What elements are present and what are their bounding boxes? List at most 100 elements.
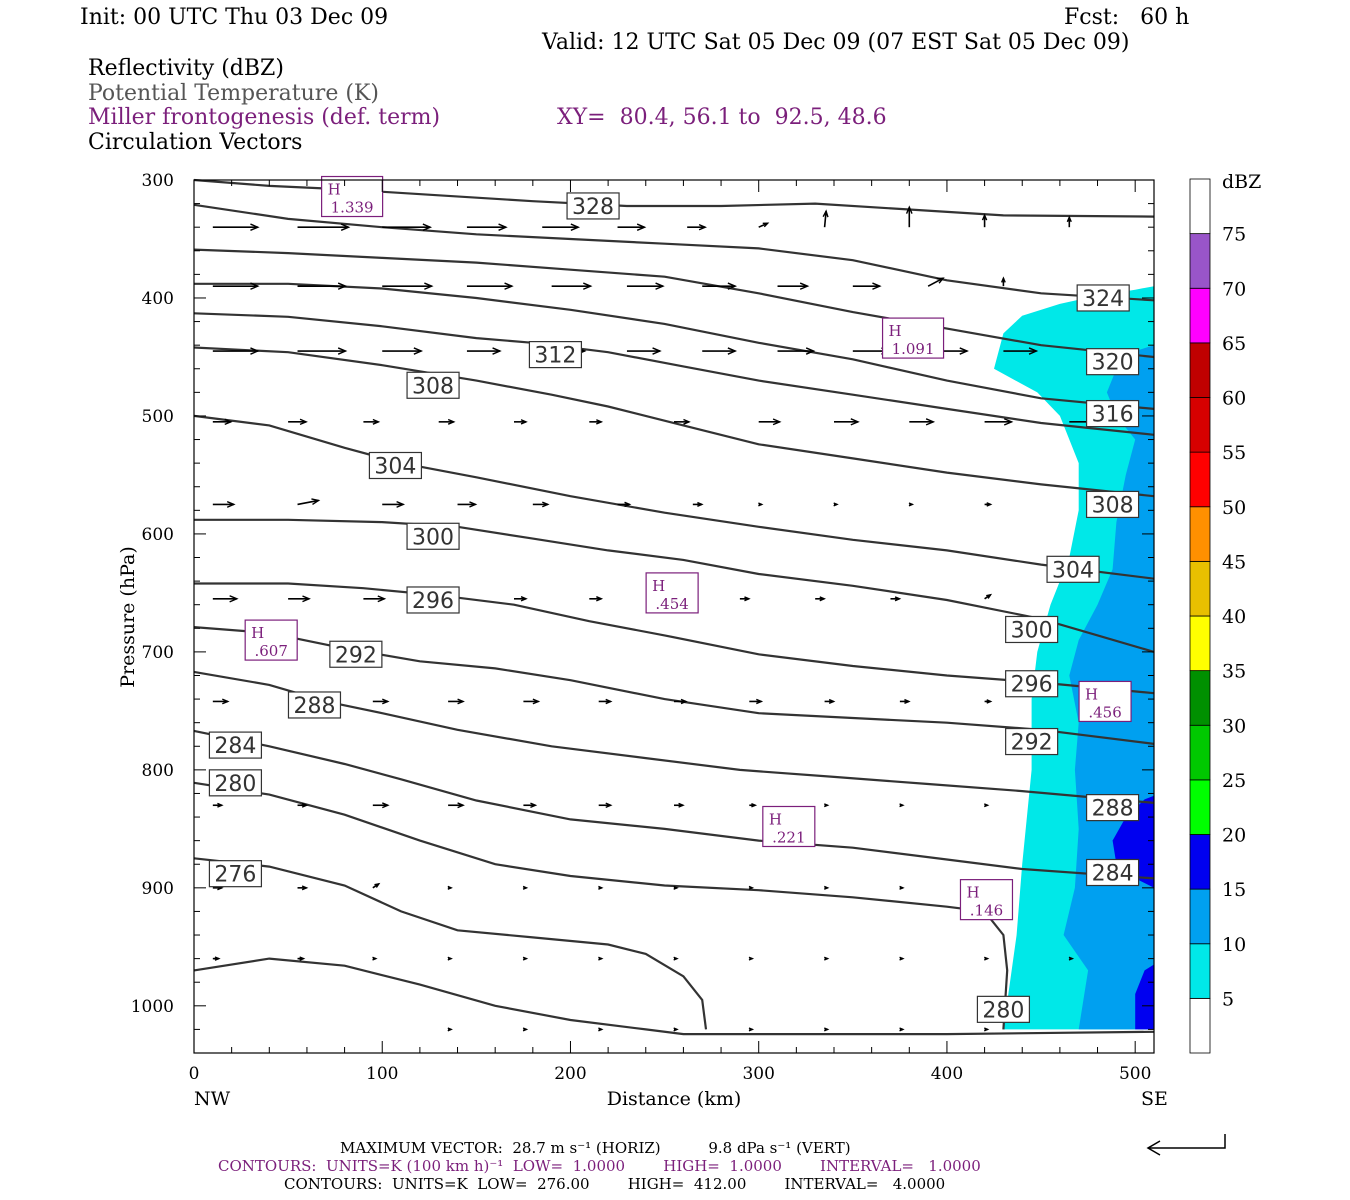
- frontogenesis-box: [1078, 680, 1132, 723]
- frontogenesis-value: .454: [655, 595, 688, 613]
- colorbar-cell: [1189, 178, 1211, 235]
- circulation-vector-head: [905, 205, 913, 214]
- circulation-vector-head: [250, 282, 260, 290]
- circulation-vector-head: [727, 347, 738, 355]
- theta-contour-line: [193, 957, 1155, 1036]
- contour-label-box: [1005, 615, 1059, 644]
- colorbar-label: 75: [1222, 224, 1246, 246]
- frontogenesis-contour-info: CONTOURS: UNITS=K (100 km h)⁻¹ LOW= 1.00…: [218, 1157, 981, 1175]
- circulation-vector-head: [299, 956, 306, 961]
- circulation-vector-head: [908, 502, 915, 507]
- contour-label: 284: [1092, 862, 1134, 887]
- circulation-vector-head: [522, 885, 529, 890]
- circulation-vector-head: [805, 347, 816, 355]
- colorbar-cell: [1189, 233, 1211, 289]
- circulation-vector-head: [833, 502, 839, 507]
- contour-label: 284: [214, 734, 256, 759]
- frontogenesis-box: [321, 175, 384, 218]
- circulation-vector-head: [822, 209, 829, 218]
- contour-label-box: [406, 586, 460, 614]
- contour-label: 324: [1082, 287, 1124, 312]
- contour-label: 280: [982, 998, 1024, 1023]
- circulation-vector-head: [250, 223, 260, 231]
- contour-label-box: [528, 341, 583, 369]
- colorbar-cell: [1189, 506, 1211, 562]
- contour-label-box: [566, 192, 620, 220]
- circulation-vector-head: [983, 956, 990, 961]
- circulation-vector-head: [424, 282, 434, 290]
- circulation-vector-head: [299, 418, 308, 426]
- circulation-vector-head: [301, 802, 309, 808]
- theta-contour-line: [193, 414, 1155, 580]
- field-circulation-vectors: Circulation Vectors: [88, 130, 303, 155]
- init-time: Init: 00 UTC Thu 03 Dec 09: [80, 5, 389, 30]
- circulation-vector-head: [457, 698, 465, 705]
- forecast-hour: Fcst: 60 h: [1064, 5, 1190, 30]
- circulation-vector-head: [522, 1027, 529, 1032]
- circulation-vector-head: [748, 1027, 755, 1032]
- circulation-vector-head: [522, 956, 529, 961]
- circulation-vector-head: [899, 956, 905, 961]
- circulation-vector-head: [492, 347, 502, 355]
- field-potential-temperature: Potential Temperature (K): [88, 81, 379, 106]
- frontogenesis-value: .607: [254, 642, 287, 660]
- frontogenesis-box: [244, 619, 298, 661]
- x-tick-label: 200: [554, 1064, 586, 1084]
- contour-labels: 328 324 320 316 312 308 308 304 304 300 300 296 296 2…: [208, 192, 1140, 1023]
- circulation-vector-head: [981, 213, 988, 221]
- contour-label: 296: [412, 589, 454, 614]
- contour-label: 304: [1052, 558, 1094, 583]
- y-tick-label: 900: [142, 879, 174, 899]
- theta-contour-line: [193, 729, 1155, 880]
- circulation-vector-head: [683, 418, 691, 425]
- circulation-vector-head: [222, 698, 230, 705]
- contour-label-box: [208, 860, 263, 888]
- circulation-vector-head: [823, 956, 830, 961]
- x-end-right-label: SE: [1141, 1088, 1168, 1110]
- circulation-vector-head: [823, 885, 830, 890]
- reflectivity-fill: [994, 286, 1154, 1030]
- contour-label: 320: [1092, 351, 1134, 376]
- x-axis-label: Distance (km): [607, 1088, 742, 1110]
- contour-label: 280: [214, 772, 256, 797]
- y-tick-label: 300: [142, 171, 174, 191]
- circulation-vector-head: [983, 1027, 990, 1032]
- circulation-vector-head: [772, 418, 782, 426]
- circulation-vector-head: [894, 596, 902, 602]
- field-reflectivity: Reflectivity (dBZ): [88, 56, 284, 81]
- circulation-vector-head: [899, 1027, 905, 1032]
- colorbar-label: 45: [1222, 551, 1246, 573]
- colorbar-cell: [1189, 779, 1211, 835]
- circulation-vector-head: [762, 222, 770, 228]
- y-tick-label: 400: [142, 289, 174, 309]
- contour-label: 288: [293, 694, 335, 719]
- circulation-vector-head: [598, 1027, 604, 1032]
- contour-label-box: [1085, 794, 1140, 822]
- contour-label-box: [1085, 490, 1140, 519]
- frontogenesis-value: 1.091: [892, 340, 935, 358]
- field-frontogenesis: Miller frontogenesis (def. term): [88, 105, 441, 130]
- y-tick-label: 800: [142, 761, 174, 781]
- theta-contour-line: [193, 312, 1155, 436]
- contour-label: 304: [374, 454, 416, 479]
- x-tick-label: 100: [366, 1064, 398, 1084]
- circulation-vector-head: [698, 223, 707, 231]
- contour-label: 312: [534, 344, 576, 369]
- circulation-vector-head: [751, 802, 758, 808]
- reflectivity-area: [1135, 964, 1154, 1030]
- circulation-vector-head: [570, 223, 581, 231]
- circulation-vector-head: [457, 802, 465, 809]
- circulation-vector-head: [1028, 347, 1039, 355]
- circulation-vector-head: [872, 282, 882, 290]
- maximum-vector-note: MAXIMUM VECTOR: 28.7 m s⁻¹ (HORIZ) 9.8 d…: [340, 1139, 851, 1157]
- colorbar-label: 5: [1222, 988, 1234, 1010]
- colorbar-cell: [1189, 997, 1211, 1054]
- circulation-vector-head: [899, 803, 905, 808]
- circulation-vector-head: [756, 698, 764, 705]
- circulation-vector-head: [673, 956, 679, 961]
- reference-vector-icon: [1146, 1134, 1226, 1156]
- contour-label-box: [1085, 348, 1140, 376]
- circulation-vector-head: [447, 885, 453, 890]
